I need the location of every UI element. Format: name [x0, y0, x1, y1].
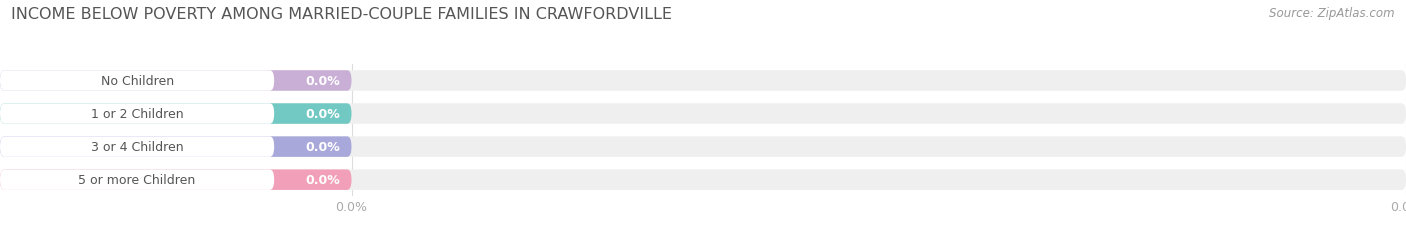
FancyBboxPatch shape	[0, 104, 1406, 124]
Text: 0.0%: 0.0%	[305, 140, 340, 153]
Text: No Children: No Children	[100, 75, 174, 88]
Text: 3 or 4 Children: 3 or 4 Children	[91, 140, 183, 153]
FancyBboxPatch shape	[0, 170, 274, 190]
FancyBboxPatch shape	[0, 137, 352, 157]
FancyBboxPatch shape	[0, 170, 352, 190]
FancyBboxPatch shape	[0, 137, 274, 157]
Text: 0.0%: 0.0%	[305, 173, 340, 186]
FancyBboxPatch shape	[0, 71, 352, 91]
FancyBboxPatch shape	[0, 71, 274, 91]
Text: 0.0%: 0.0%	[305, 108, 340, 121]
FancyBboxPatch shape	[0, 71, 1406, 91]
Text: 1 or 2 Children: 1 or 2 Children	[91, 108, 183, 121]
FancyBboxPatch shape	[0, 104, 352, 124]
Text: INCOME BELOW POVERTY AMONG MARRIED-COUPLE FAMILIES IN CRAWFORDVILLE: INCOME BELOW POVERTY AMONG MARRIED-COUPL…	[11, 7, 672, 22]
FancyBboxPatch shape	[0, 137, 1406, 157]
Text: 5 or more Children: 5 or more Children	[79, 173, 195, 186]
FancyBboxPatch shape	[0, 170, 1406, 190]
Text: Source: ZipAtlas.com: Source: ZipAtlas.com	[1270, 7, 1395, 20]
FancyBboxPatch shape	[0, 104, 274, 124]
Text: 0.0%: 0.0%	[305, 75, 340, 88]
